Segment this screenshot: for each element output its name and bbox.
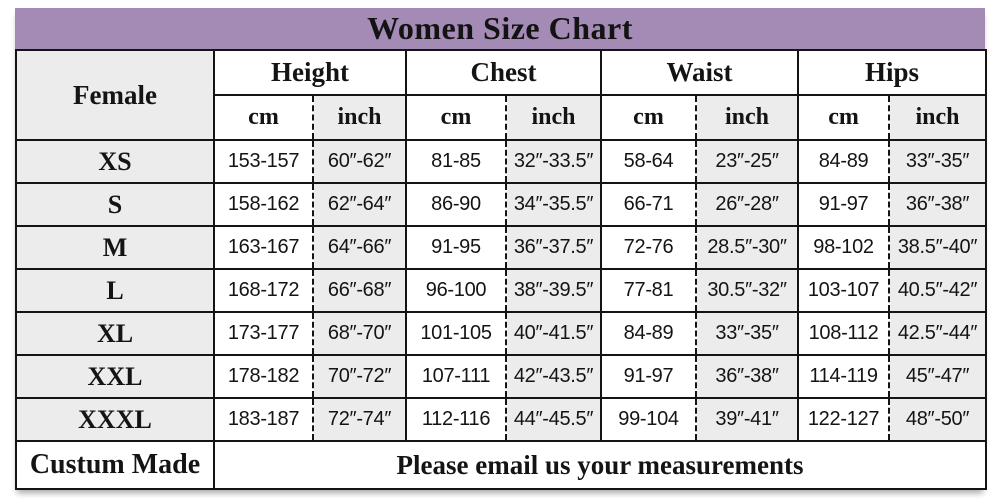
chest-cm-cell: 86-90 [405, 182, 507, 227]
chest-inch-cell: 44″-45.5″ [505, 397, 602, 442]
waist-inch-unit: inch [694, 94, 800, 141]
hips-inch-cell: 48″-50″ [888, 397, 988, 442]
female-header-cell: Female [15, 49, 215, 141]
chest-inch-cell: 42″-43.5″ [505, 354, 602, 399]
height-cm-cell: 168-172 [213, 268, 314, 313]
chart-title: Women Size Chart [15, 8, 985, 49]
chest-inch-cell: 32″-33.5″ [505, 139, 602, 184]
waist-inch-cell: 23″-25″ [694, 139, 800, 184]
size-label: XXL [15, 354, 215, 399]
size-label: XS [15, 139, 215, 184]
size-label: S [15, 182, 215, 227]
hips-inch-unit: inch [888, 94, 988, 141]
height-cm-cell: 163-167 [213, 225, 314, 270]
waist-cm-cell: 84-89 [600, 311, 697, 356]
table-row-xl: XL 173-177 68″-70″ 101-105 40″-41.5″ 84-… [15, 311, 988, 356]
height-inch-cell: 60″-62″ [312, 139, 407, 184]
waist-inch-cell: 39″-41″ [694, 397, 800, 442]
chest-cm-cell: 101-105 [405, 311, 507, 356]
height-inch-cell: 66″-68″ [312, 268, 407, 313]
waist-cm-cell: 77-81 [600, 268, 697, 313]
hips-cm-cell: 91-97 [797, 182, 891, 227]
waist-cm-cell: 91-97 [600, 354, 697, 399]
footer-row: Custum Made Please email us your measure… [15, 440, 988, 490]
hips-cm-unit: cm [797, 94, 891, 141]
chest-inch-cell: 34″-35.5″ [505, 182, 602, 227]
chest-inch-cell: 38″-39.5″ [505, 268, 602, 313]
hips-cm-cell: 122-127 [797, 397, 891, 442]
height-cm-cell: 153-157 [213, 139, 314, 184]
hips-cm-cell: 108-112 [797, 311, 891, 356]
custom-made-label: Custum Made [15, 440, 215, 490]
table-row-s: S 158-162 62″-64″ 86-90 34″-35.5″ 66-71 … [15, 182, 988, 227]
chest-cm-cell: 96-100 [405, 268, 507, 313]
height-inch-cell: 68″-70″ [312, 311, 407, 356]
waist-cm-cell: 58-64 [600, 139, 697, 184]
chest-inch-cell: 36″-37.5″ [505, 225, 602, 270]
waist-inch-cell: 33″-35″ [694, 311, 800, 356]
header-group-row: Female Height Chest Waist Hips [15, 49, 988, 141]
chest-cm-cell: 91-95 [405, 225, 507, 270]
chest-cm-cell: 81-85 [405, 139, 507, 184]
height-cm-cell: 183-187 [213, 397, 314, 442]
hips-cm-cell: 98-102 [797, 225, 891, 270]
hips-inch-cell: 38.5″-40″ [888, 225, 988, 270]
waist-inch-cell: 26″-28″ [694, 182, 800, 227]
waist-cm-cell: 66-71 [600, 182, 697, 227]
size-label: XL [15, 311, 215, 356]
chest-cm-unit: cm [405, 94, 507, 141]
height-cm-cell: 178-182 [213, 354, 314, 399]
waist-inch-cell: 30.5″-32″ [694, 268, 800, 313]
height-inch-cell: 62″-64″ [312, 182, 407, 227]
hips-cm-cell: 84-89 [797, 139, 891, 184]
waist-cm-cell: 72-76 [600, 225, 697, 270]
table-row-xxl: XXL 178-182 70″-72″ 107-111 42″-43.5″ 91… [15, 354, 988, 399]
chest-inch-unit: inch [505, 94, 602, 141]
size-chart: Women Size Chart Female Height Chest Wai… [15, 8, 988, 490]
height-cm-cell: 158-162 [213, 182, 314, 227]
hips-inch-cell: 33″-35″ [888, 139, 988, 184]
chest-cm-cell: 112-116 [405, 397, 507, 442]
waist-header-cell: Waist [599, 49, 800, 96]
size-table: Female Height Chest Waist Hips cm inch c… [15, 49, 988, 490]
table-row-m: M 163-167 64″-66″ 91-95 36″-37.5″ 72-76 … [15, 225, 988, 270]
waist-inch-cell: 28.5″-30″ [694, 225, 800, 270]
size-label: XXXL [15, 397, 215, 442]
waist-cm-cell: 99-104 [600, 397, 697, 442]
hips-header-cell: Hips [797, 49, 988, 96]
waist-cm-unit: cm [600, 94, 697, 141]
height-cm-cell: 173-177 [213, 311, 314, 356]
size-label: M [15, 225, 215, 270]
height-header-cell: Height [213, 49, 407, 96]
hips-inch-cell: 36″-38″ [888, 182, 988, 227]
hips-inch-cell: 45″-47″ [888, 354, 988, 399]
table-row-l: L 168-172 66″-68″ 96-100 38″-39.5″ 77-81… [15, 268, 988, 313]
waist-inch-cell: 36″-38″ [694, 354, 800, 399]
email-measurements-message: Please email us your measurements [212, 440, 988, 490]
chest-header-cell: Chest [405, 49, 602, 96]
chest-cm-cell: 107-111 [405, 354, 507, 399]
size-label: L [15, 268, 215, 313]
header-unit-row: cm inch cm inch cm inch cm inch [16, 94, 988, 141]
table-row-xxxl: XXXL 183-187 72″-74″ 112-116 44″-45.5″ 9… [15, 397, 988, 442]
height-inch-unit: inch [312, 94, 407, 141]
hips-cm-cell: 114-119 [797, 354, 891, 399]
height-cm-unit: cm [213, 94, 314, 141]
height-inch-cell: 70″-72″ [312, 354, 407, 399]
table-row-xs: XS 153-157 60″-62″ 81-85 32″-33.5″ 58-64… [15, 139, 988, 184]
height-inch-cell: 72″-74″ [312, 397, 407, 442]
hips-inch-cell: 42.5″-44″ [888, 311, 988, 356]
chest-inch-cell: 40″-41.5″ [505, 311, 602, 356]
hips-inch-cell: 40.5″-42″ [888, 268, 988, 313]
hips-cm-cell: 103-107 [797, 268, 891, 313]
height-inch-cell: 64″-66″ [312, 225, 407, 270]
